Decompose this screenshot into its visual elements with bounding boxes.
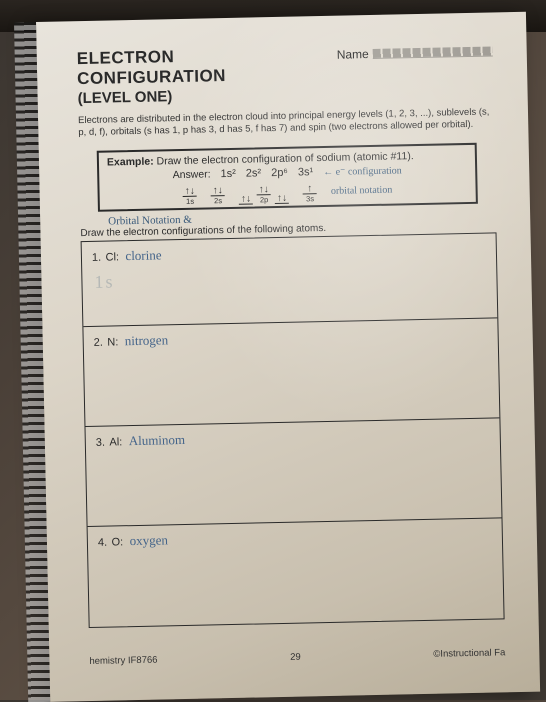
problems-box: 1. Cl: clorine 1s 2. N: nitrogen 3. Al: …	[81, 232, 505, 628]
p1-sym: Cl:	[105, 251, 119, 263]
ec-3s: 3s¹	[298, 166, 314, 178]
problem-2: 2. N: nitrogen	[83, 318, 499, 427]
p4-hand: oxygen	[129, 532, 168, 548]
p4-sym: O:	[111, 536, 123, 548]
intro-paragraph: Electrons are distributed in the electro…	[78, 106, 494, 138]
orb-2p2-arrows: ↑↓	[259, 185, 269, 195]
ec-1s: 1s²	[220, 168, 236, 180]
orb-2p1-arrows: ↑↓	[241, 194, 251, 204]
orb-2p2-label: 2p	[260, 195, 269, 204]
footer-right: ©Instructional Fa	[433, 647, 505, 660]
orb-3s-label: 3s	[306, 194, 314, 203]
problem-4: 4. O: oxygen	[88, 518, 504, 627]
example-label: Example:	[107, 155, 154, 168]
problem-1: 1. Cl: clorine 1s	[82, 233, 498, 327]
p1-num: 1.	[92, 251, 101, 263]
orb-3s-arrows: ↑	[307, 184, 312, 194]
name-field: Name	[337, 44, 493, 61]
p4-num: 4.	[98, 536, 107, 548]
ec-2s: 2s²	[246, 167, 262, 179]
worksheet-page: ELECTRON CONFIGURATION Name (LEVEL ONE) …	[36, 12, 540, 702]
orbital-row: ↑↓1s ↑↓2s ↑↓ ↑↓2p ↑↓ ↑3s orbital notatio…	[107, 177, 467, 208]
footer-page-number: 29	[290, 652, 301, 663]
p1-hand: clorine	[125, 247, 161, 263]
orb-2s-label: 2s	[214, 196, 222, 205]
page-title: ELECTRON CONFIGURATION	[77, 44, 318, 89]
orb-2s-arrows: ↑↓	[213, 186, 223, 196]
p3-hand: Aluminom	[129, 432, 186, 448]
hand-ec-note: ← e⁻ configuration	[323, 165, 402, 178]
answer-label: Answer:	[173, 168, 211, 181]
p2-hand: nitrogen	[125, 332, 169, 348]
p1-pencil: 1s	[94, 271, 114, 292]
p3-sym: Al:	[109, 436, 122, 448]
problem-3: 3. Al: Aluminom	[85, 418, 501, 527]
orb-1s-label: 1s	[186, 196, 194, 205]
orb-1s-arrows: ↑↓	[185, 186, 195, 196]
p2-sym: N:	[107, 336, 118, 348]
name-blank-line	[373, 46, 493, 59]
page-footer: hemistry IF8766 29 ©Instructional Fa	[89, 647, 505, 667]
footer-left: hemistry IF8766	[89, 655, 157, 667]
example-box: Example: Draw the electron configuration…	[97, 143, 478, 212]
name-label: Name	[337, 47, 369, 62]
ec-2p: 2p⁶	[271, 167, 288, 179]
hand-orbital-note: orbital notation	[331, 184, 393, 196]
orb-2p3-arrows: ↑↓	[277, 194, 287, 204]
p2-num: 2.	[94, 336, 103, 348]
p3-num: 3.	[96, 436, 105, 448]
